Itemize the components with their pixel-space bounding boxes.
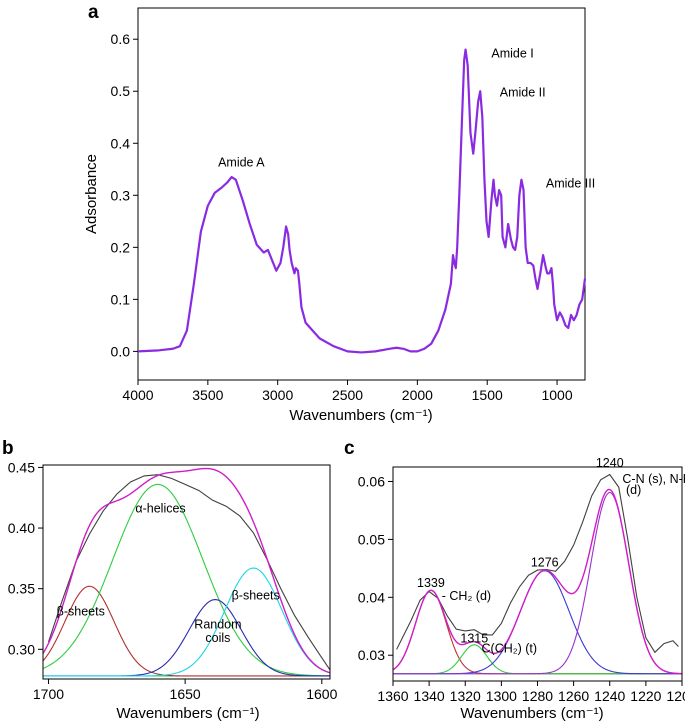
x-tick-label: 3500	[192, 387, 223, 403]
panel-b-x-axis-label: Wavenumbers (cm⁻¹)	[116, 705, 259, 722]
panel-b-x-ticks: 1700 1650 1600	[33, 679, 338, 702]
y-tick-label: 0.30	[8, 641, 35, 657]
panel-c: c 0.030.040.050.06 1360 1340 1320 1300 1280 1…	[344, 438, 685, 722]
component-label: - CH₂ (d)	[442, 589, 491, 603]
component-label: 1240	[596, 456, 624, 470]
component-label: α-helices	[135, 501, 185, 515]
x-tick-label: 1360	[377, 688, 408, 704]
y-tick-label: 0.0	[111, 343, 131, 359]
peak-annotation: Amide III	[546, 176, 595, 190]
x-tick-label: 1600	[306, 686, 337, 702]
measured-line	[396, 473, 679, 654]
x-tick-label: 1000	[541, 387, 572, 403]
x-tick-label: 1340	[414, 688, 445, 704]
panel-a-x-axis-label: Wavenumbers (cm⁻¹)	[289, 407, 432, 424]
x-tick-label: 2000	[402, 387, 433, 403]
component-label: C(CH₂) (t)	[482, 641, 538, 655]
component-peak-line	[42, 585, 330, 677]
fit-sum-line	[42, 467, 331, 674]
panel-b-y-ticks: 0.30 0.35 0.40 0.45	[8, 459, 43, 657]
y-tick-label: 0.05	[358, 531, 385, 547]
panel-a-frame	[137, 7, 586, 381]
y-tick-label: 0.2	[111, 239, 131, 255]
x-tick-label: 3000	[262, 387, 293, 403]
component-label: C-N (s), N-H	[622, 472, 685, 486]
panel-b-label: b	[2, 438, 14, 459]
panel-c-x-axis-label: Wavenumbers (cm⁻¹)	[460, 705, 603, 722]
component-label: β-sheets	[232, 589, 280, 603]
y-tick-label: 0.3	[111, 187, 131, 203]
y-tick-label: 0.35	[8, 581, 35, 597]
x-tick-label: 1320	[450, 688, 481, 704]
panel-b-frame	[42, 464, 331, 680]
panel-c-y-ticks: 0.03 0.04 0.05 0.06	[358, 473, 393, 663]
component-label: β-sheets	[57, 604, 105, 618]
peak-annotation: Amide II	[500, 85, 546, 99]
panel-c-x-ticks: 1360 1340 1320 1300 1280 1260 1240 1220 1200	[377, 681, 685, 704]
y-tick-label: 0.03	[358, 647, 385, 663]
peak-annotation: Amide A	[218, 156, 265, 170]
component-label: 1315	[460, 631, 488, 645]
y-tick-label: 0.4	[111, 135, 131, 151]
x-tick-label: 1280	[522, 688, 553, 704]
component-peak-line	[43, 567, 331, 677]
x-tick-label: 1650	[170, 686, 201, 702]
panel-a-y-ticks: 0.0 0.1 0.2 0.3 0.4 0.5 0.6	[111, 31, 138, 359]
x-tick-label: 1300	[486, 688, 517, 704]
peak-annotation: Amide I	[491, 46, 533, 60]
x-tick-label: 1200	[666, 688, 685, 704]
spectrum-line	[137, 48, 587, 354]
panel-b-series	[42, 467, 331, 677]
x-tick-label: 1700	[33, 686, 64, 702]
panel-c-series	[392, 473, 683, 675]
y-tick-label: 0.5	[111, 83, 131, 99]
component-label: (d)	[626, 483, 641, 497]
panel-a-annotations: Amide A Amide I Amide II Amide III	[218, 46, 595, 190]
y-tick-label: 0.6	[111, 31, 131, 47]
panel-a-x-ticks: 4000 3500 3000 2500 2000 1500 1000	[122, 380, 573, 403]
x-tick-label: 1260	[558, 688, 589, 704]
y-tick-label: 0.06	[358, 473, 385, 489]
panel-a: a 0.0 0.1 0.2 0.3 0.4 0.5 0.6 4000 3500 3000 2500…	[83, 2, 595, 424]
component-label: 1276	[531, 556, 559, 570]
y-tick-label: 0.40	[8, 520, 35, 536]
x-tick-label: 4000	[122, 387, 153, 403]
panel-c-frame	[392, 466, 683, 682]
y-tick-label: 0.04	[358, 589, 385, 605]
y-tick-label: 0.1	[111, 291, 131, 307]
panel-b: b 0.30 0.35 0.40 0.45 1700 1650 1600 β-sheets…	[2, 438, 338, 722]
measured-line	[47, 474, 331, 671]
x-tick-label: 1220	[630, 688, 661, 704]
x-tick-label: 1500	[472, 387, 503, 403]
y-tick-label: 0.45	[8, 459, 35, 475]
component-peak-line	[393, 644, 682, 675]
component-peak-line	[42, 483, 331, 677]
component-label: coils	[205, 631, 230, 645]
component-label: 1339	[417, 576, 445, 590]
panel-c-label: c	[344, 438, 355, 459]
panel-a-label: a	[88, 2, 99, 23]
x-tick-label: 1240	[594, 688, 625, 704]
component-label: Random	[194, 618, 241, 632]
panel-a-series	[137, 48, 587, 354]
fit-sum-line	[392, 488, 683, 675]
x-tick-label: 2500	[332, 387, 363, 403]
panel-a-y-axis-label: Adsorbance	[83, 154, 100, 234]
